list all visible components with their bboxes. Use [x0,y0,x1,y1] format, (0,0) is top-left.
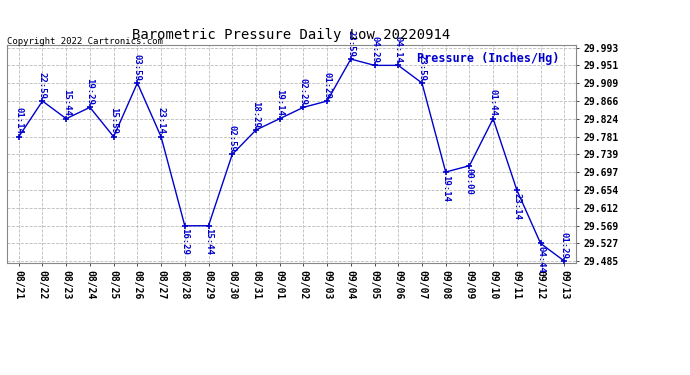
Text: 01:44: 01:44 [489,89,497,116]
Text: 23:59: 23:59 [346,30,355,57]
Text: 15:44: 15:44 [204,228,213,255]
Text: 00:00: 00:00 [465,168,474,195]
Text: 23:14: 23:14 [513,193,522,219]
Text: 19:14: 19:14 [275,89,284,116]
Text: 02:29: 02:29 [299,78,308,105]
Text: 15:59: 15:59 [109,107,118,134]
Text: 01:14: 01:14 [14,107,23,134]
Text: 03:59: 03:59 [133,54,142,81]
Text: 04:14: 04:14 [394,36,403,63]
Text: 15:44: 15:44 [61,89,70,116]
Text: 19:14: 19:14 [441,174,450,201]
Text: 23:59: 23:59 [417,54,426,81]
Text: 01:29: 01:29 [560,232,569,258]
Text: Copyright 2022 Cartronics.com: Copyright 2022 Cartronics.com [7,38,163,46]
Text: 22:59: 22:59 [38,72,47,99]
Title: Barometric Pressure Daily Low 20220914: Barometric Pressure Daily Low 20220914 [132,28,451,42]
Text: 16:29: 16:29 [180,228,189,255]
Text: 04:44: 04:44 [536,246,545,273]
Text: 01:29: 01:29 [323,72,332,99]
Text: 02:59: 02:59 [228,125,237,152]
Text: 23:14: 23:14 [157,107,166,134]
Text: Pressure (Inches/Hg): Pressure (Inches/Hg) [417,51,560,64]
Text: 19:29: 19:29 [86,78,95,105]
Text: 18:29: 18:29 [251,100,260,128]
Text: 04:29: 04:29 [370,36,379,63]
